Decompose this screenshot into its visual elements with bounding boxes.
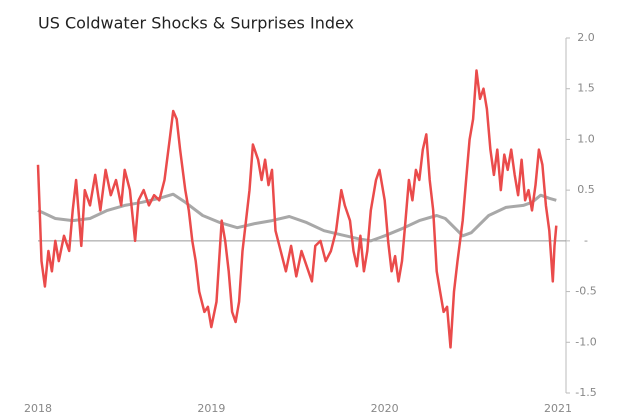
y-tick-label: -0.5 <box>575 285 596 298</box>
line-series <box>36 69 558 349</box>
y-tick-label: 2.0 <box>577 31 595 44</box>
y-tick-label: 0.5 <box>577 183 595 196</box>
x-tick-label: 2021 <box>544 402 572 415</box>
y-tick-label: - <box>584 234 588 247</box>
x-tick-label: 2018 <box>24 402 52 415</box>
chart-title: US Coldwater Shocks & Surprises Index <box>38 14 354 33</box>
x-tick-label: 2019 <box>197 402 225 415</box>
y-tick-label: -1.0 <box>575 335 596 348</box>
y-tick-label: 1.0 <box>577 132 595 145</box>
y-tick-label: 1.5 <box>577 82 595 95</box>
x-tick-label: 2020 <box>371 402 399 415</box>
line-series <box>37 192 557 243</box>
y-tick-label: -1.5 <box>575 386 596 399</box>
